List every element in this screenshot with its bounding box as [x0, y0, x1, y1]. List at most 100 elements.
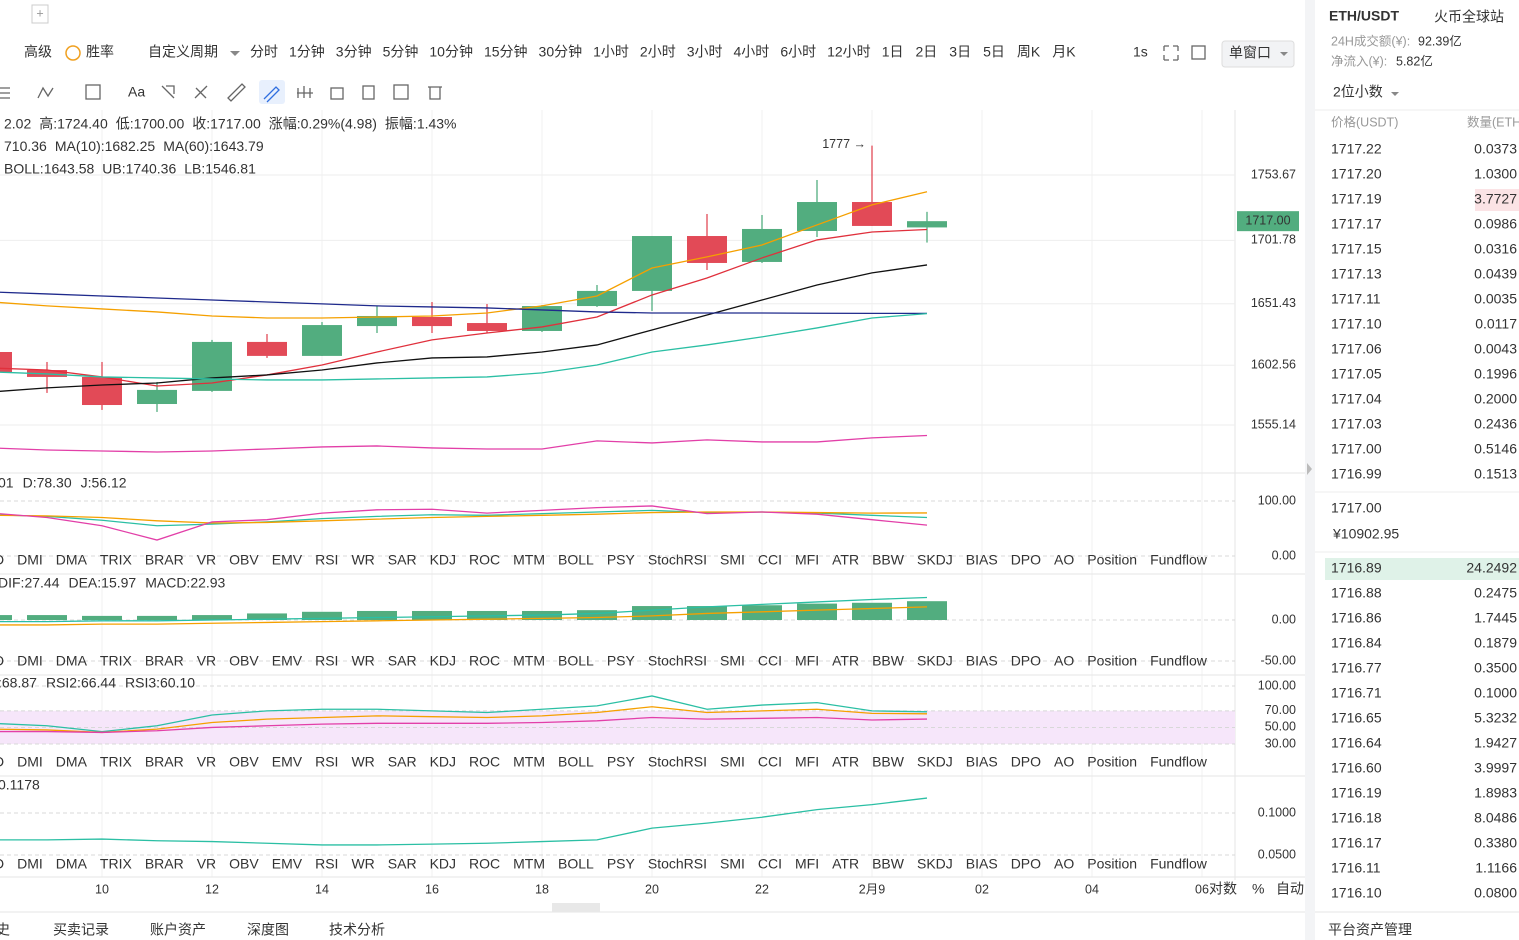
indicator-tab[interactable]: SAR [388, 653, 417, 669]
period-button[interactable]: 12小时 [827, 44, 871, 60]
indicator-tab[interactable]: KDJ [430, 856, 456, 872]
indicator-tab[interactable]: BIAS [966, 552, 998, 568]
indicator-tab[interactable]: StochRSI [648, 552, 707, 568]
indicator-tab[interactable]: MFI [795, 552, 819, 568]
indicator-tab[interactable]: BRAR [145, 653, 184, 669]
bottom-tab[interactable]: 买卖记录 [53, 922, 109, 938]
indicator-tab[interactable]: Fundflow [1150, 552, 1208, 568]
indicator-tab[interactable]: SMI [720, 552, 745, 568]
indicator-tab[interactable]: DPO [1011, 552, 1041, 568]
indicator-tab[interactable]: RSI [315, 856, 338, 872]
indicator-tab[interactable]: MTM [513, 552, 545, 568]
indicator-tab[interactable]: DMI [17, 653, 43, 669]
indicator-tab[interactable]: WR [351, 856, 374, 872]
pattern-tool-icon[interactable] [194, 85, 208, 99]
indicator-tab[interactable]: DPO [1011, 856, 1041, 872]
indicator-tab[interactable]: ATR [832, 856, 859, 872]
indicator-tab[interactable]: AO [1054, 552, 1074, 568]
indicator-tab[interactable]: PSY [607, 653, 636, 669]
indicator-tab[interactable]: ROC [469, 856, 500, 872]
axis-option[interactable]: % [1252, 881, 1264, 897]
period-button[interactable]: 3分钟 [336, 44, 372, 60]
copy-icon[interactable] [362, 85, 375, 100]
period-button[interactable]: 2日 [915, 44, 937, 60]
indicator-tab[interactable]: DMA [56, 754, 88, 770]
indicator-tab[interactable]: CCI [758, 754, 782, 770]
indicator-tab[interactable]: BBW [872, 653, 905, 669]
period-button[interactable]: 4小时 [734, 44, 770, 60]
font-tool[interactable]: Aa [128, 84, 145, 100]
interval[interactable]: 1s [1133, 44, 1148, 60]
indicator-tab[interactable]: BOLL [558, 552, 594, 568]
indicator-tab[interactable]: DMA [56, 856, 88, 872]
axis-option[interactable]: 对数 [1209, 881, 1237, 897]
indicator-tab[interactable]: RSI [315, 653, 338, 669]
indicator-tab[interactable]: Position [1087, 552, 1137, 568]
indicator-tab[interactable]: TRIX [100, 754, 133, 770]
indicator-tab[interactable]: KDJ [430, 653, 456, 669]
indicator-tab[interactable]: StochRSI [648, 653, 707, 669]
collapse-handle[interactable] [552, 903, 600, 912]
period-button[interactable]: 分时 [250, 44, 278, 60]
indicator-tab[interactable]: AO [1054, 856, 1074, 872]
bottom-tab[interactable]: 技术分析 [329, 922, 385, 938]
indicator-tab[interactable]: DMI [17, 754, 43, 770]
indicator-tab[interactable]: Fundflow [1150, 856, 1208, 872]
ruler-icon[interactable] [227, 83, 246, 102]
fib-tool-icon[interactable] [161, 85, 175, 99]
indicator-tab[interactable]: BBW [872, 552, 905, 568]
indicator-tab[interactable]: DMA [56, 552, 88, 568]
settings-icon[interactable] [393, 84, 409, 100]
indicator-tab[interactable]: Position [1087, 754, 1137, 770]
footer-link[interactable]: 平台资产管理 [1328, 922, 1412, 938]
period-button[interactable]: 30分钟 [539, 44, 583, 60]
indicator-tab[interactable]: MTM [513, 653, 545, 669]
indicator-tab[interactable]: SMI [720, 856, 745, 872]
indicator-tab[interactable]: ATR [832, 754, 859, 770]
indicator-tab[interactable]: SKDJ [917, 653, 953, 669]
indicator-tab[interactable]: DMI [17, 552, 43, 568]
indicator-tab[interactable]: Fundflow [1150, 754, 1208, 770]
indicator-tab[interactable]: EMV [272, 552, 303, 568]
indicator-tab[interactable]: DMA [56, 653, 88, 669]
indicator-tab[interactable]: BBW [872, 754, 905, 770]
indicator-tab[interactable]: ROC [469, 754, 500, 770]
indicator-tab[interactable]: SKDJ [917, 754, 953, 770]
indicator-tab[interactable]: PSY [607, 856, 636, 872]
indicator-tab[interactable]: OBV [229, 856, 259, 872]
measure-icon[interactable] [297, 86, 313, 98]
menu-icon[interactable] [0, 87, 10, 99]
indicator-tab[interactable]: BBW [872, 856, 905, 872]
indicator-tab[interactable]: SAR [388, 856, 417, 872]
indicator-tab[interactable]: OBV [229, 552, 259, 568]
popout-icon[interactable] [1191, 45, 1206, 60]
lock-icon[interactable] [330, 87, 344, 100]
period-button[interactable]: 周K [1017, 44, 1041, 60]
add-tab-box[interactable] [31, 4, 49, 24]
delete-icon[interactable] [428, 86, 442, 100]
fullscreen-icon[interactable] [1163, 45, 1179, 61]
indicator-tab[interactable]: DPO [1011, 653, 1041, 669]
indicator-tab[interactable]: SMI [720, 754, 745, 770]
indicator-tab[interactable]: VR [197, 653, 216, 669]
period-button[interactable]: 2小时 [640, 44, 676, 60]
indicator-tab[interactable]: StochRSI [648, 856, 707, 872]
indicator-tab[interactable]: SAR [388, 754, 417, 770]
indicator-tab[interactable]: AO [1054, 653, 1074, 669]
window-select[interactable] [1221, 40, 1295, 68]
indicator-tab[interactable]: SMI [720, 653, 745, 669]
indicator-tab[interactable]: MFI [795, 754, 819, 770]
indicator-tab[interactable]: DMI [17, 856, 43, 872]
indicator-tab[interactable]: KDJ [430, 552, 456, 568]
indicator-tab[interactable]: EMV [272, 856, 303, 872]
brush-active[interactable] [259, 80, 285, 104]
toolbar-button[interactable]: 高级 [24, 44, 52, 60]
period-button[interactable]: 月K [1052, 44, 1076, 60]
axis-option[interactable]: 自动 [1276, 881, 1304, 897]
indicator-tab[interactable]: MTM [513, 754, 545, 770]
indicator-tab[interactable]: D [0, 653, 4, 669]
toolbar-button[interactable]: 胜率 [86, 44, 114, 60]
indicator-tab[interactable]: PSY [607, 552, 636, 568]
period-button[interactable]: 1日 [882, 44, 904, 60]
bottom-tab[interactable]: 史 [0, 922, 10, 938]
